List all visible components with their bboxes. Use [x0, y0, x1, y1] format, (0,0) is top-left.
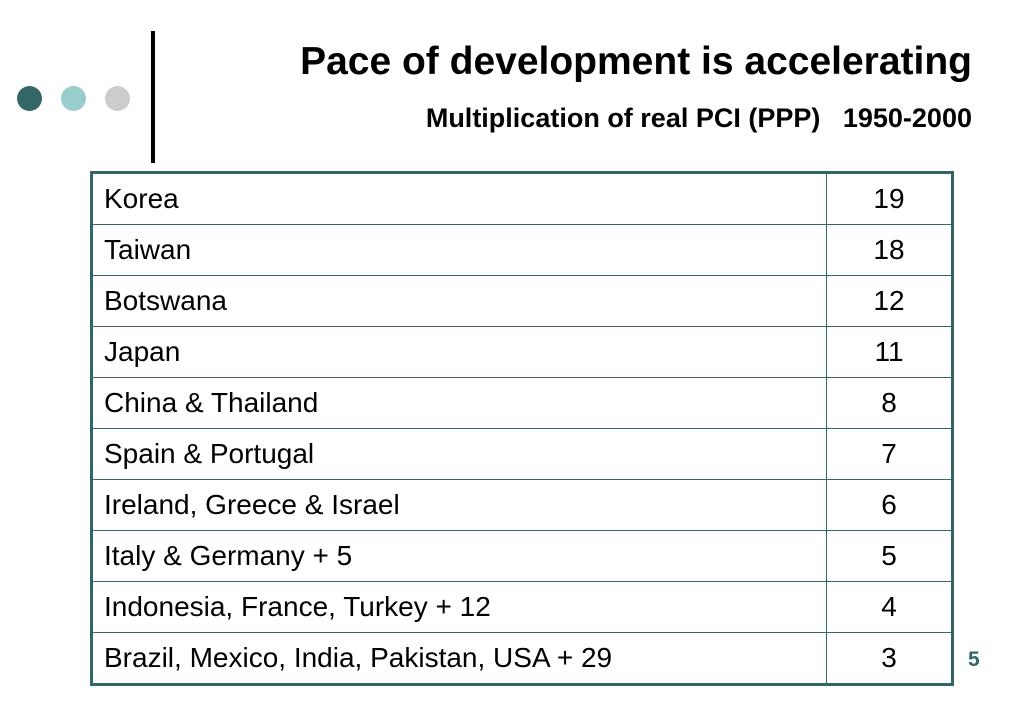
country-cell: Indonesia, France, Turkey + 12: [92, 581, 827, 633]
grey-dot: [105, 86, 130, 111]
multiplier-cell: 3: [826, 632, 952, 684]
multiplier-cell: 18: [826, 224, 952, 276]
growth-table: Korea 19 Taiwan 18 Botswana 12 Japan 11 …: [90, 171, 954, 686]
country-cell: Ireland, Greece & Israel: [92, 479, 827, 531]
dark-teal-dot: [17, 86, 42, 111]
country-cell: Brazil, Mexico, India, Pakistan, USA + 2…: [92, 632, 827, 684]
multiplier-cell: 19: [826, 173, 952, 225]
multiplier-cell: 6: [826, 479, 952, 531]
slide-subtitle: Multiplication of real PCI (PPP) 1950-20…: [425, 103, 972, 133]
multiplier-cell: 5: [826, 530, 952, 582]
country-cell: Spain & Portugal: [92, 428, 827, 480]
country-cell: China & Thailand: [92, 377, 827, 429]
multiplier-cell: 4: [826, 581, 952, 633]
table-row: Taiwan 18: [92, 224, 952, 276]
country-cell: Botswana: [92, 275, 827, 327]
table-row: Indonesia, France, Turkey + 12 4: [92, 581, 952, 633]
table-row: Spain & Portugal 7: [92, 428, 952, 480]
multiplier-cell: 7: [826, 428, 952, 480]
page-number: 5: [968, 648, 980, 671]
decorative-dots: [17, 86, 132, 112]
table-row: Japan 11: [92, 326, 952, 378]
table-row: Korea 19: [92, 173, 952, 225]
country-cell: Korea: [92, 173, 827, 225]
table-row: Italy & Germany + 5 5: [92, 530, 952, 582]
table-row: Brazil, Mexico, India, Pakistan, USA + 2…: [92, 632, 952, 684]
country-cell: Japan: [92, 326, 827, 378]
data-table: Korea 19 Taiwan 18 Botswana 12 Japan 11 …: [92, 173, 952, 684]
table-row: Ireland, Greece & Israel 6: [92, 479, 952, 531]
country-cell: Italy & Germany + 5: [92, 530, 827, 582]
slide-title: Pace of development is accelerating: [300, 40, 972, 83]
multiplier-cell: 8: [826, 377, 952, 429]
country-cell: Taiwan: [92, 224, 827, 276]
light-teal-dot: [61, 86, 86, 111]
table-row: China & Thailand 8: [92, 377, 952, 429]
multiplier-cell: 11: [826, 326, 952, 378]
multiplier-cell: 12: [826, 275, 952, 327]
table-row: Botswana 12: [92, 275, 952, 327]
title-divider: [151, 31, 155, 163]
